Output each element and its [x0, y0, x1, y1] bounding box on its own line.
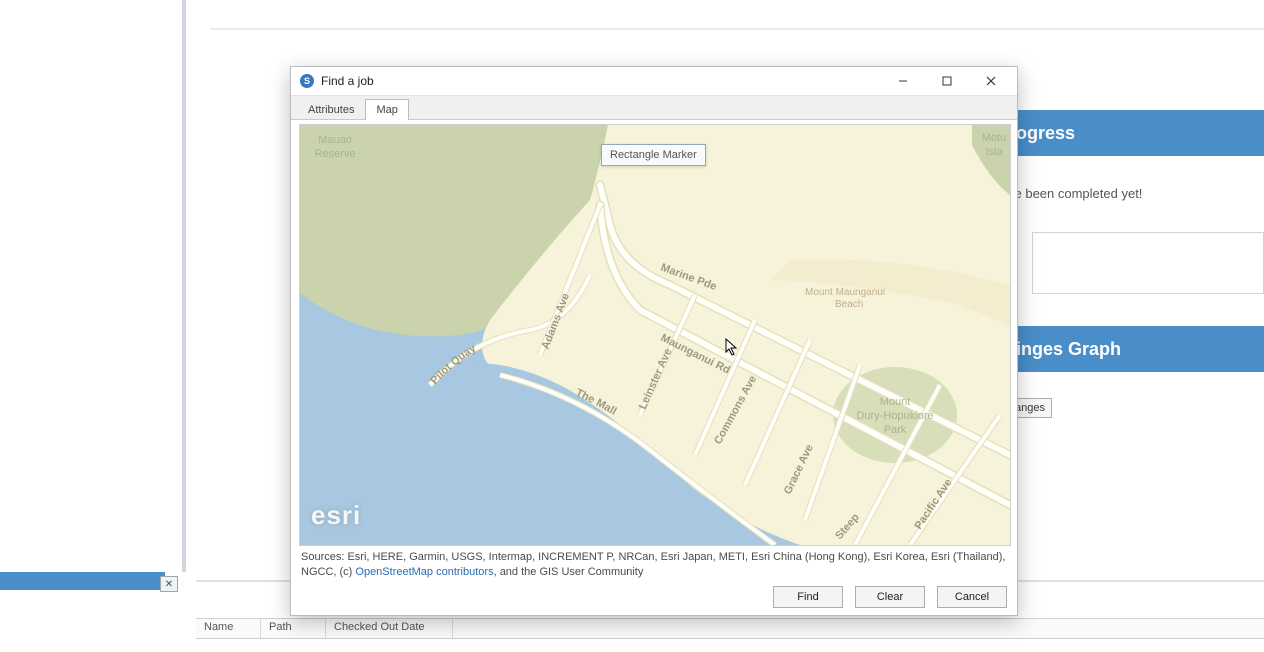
- titlebar[interactable]: S Find a job: [291, 67, 1017, 95]
- map-attribution: Sources: Esri, HERE, Garmin, USGS, Inter…: [299, 546, 1009, 580]
- maximize-button[interactable]: [925, 67, 969, 95]
- tab-map[interactable]: Map: [365, 99, 408, 120]
- svg-text:S: S: [304, 76, 310, 86]
- cancel-button[interactable]: Cancel: [937, 586, 1007, 608]
- map-tooltip: Rectangle Marker: [601, 144, 706, 166]
- minimize-button[interactable]: [881, 67, 925, 95]
- col-name[interactable]: Name: [196, 619, 261, 638]
- map-canvas[interactable]: Pilot Quay Adams Ave Marine Pde The Mall…: [299, 124, 1011, 546]
- attrib-osm-link[interactable]: OpenStreetMap contributors: [355, 566, 493, 578]
- clear-button[interactable]: Clear: [855, 586, 925, 608]
- col-path[interactable]: Path: [261, 619, 326, 638]
- dialog-title: Find a job: [321, 74, 374, 88]
- map-area[interactable]: Pilot Quay Adams Ave Marine Pde The Mall…: [299, 124, 1009, 580]
- progress-status-text: ve been completed yet!: [1008, 186, 1264, 201]
- park-label-1: Mount: [880, 396, 911, 408]
- table-header-row: Name Path Checked Out Date: [196, 618, 1264, 639]
- col-checked-out[interactable]: Checked Out Date: [326, 619, 453, 638]
- left-panel-header: [0, 572, 165, 590]
- dialog-buttonbar: Find Clear Cancel: [291, 579, 1017, 615]
- progress-box: [1032, 232, 1264, 294]
- find-job-dialog: S Find a job Attributes Map: [290, 66, 1018, 616]
- tab-strip: Attributes Map: [291, 95, 1017, 120]
- park-label-2: Dury-Hopukiore: [856, 410, 933, 422]
- beach-label-2: Beach: [835, 299, 863, 310]
- progress-header: ogress: [1008, 110, 1264, 156]
- reserve-label-1: Mauao: [318, 134, 352, 146]
- find-button[interactable]: Find: [773, 586, 843, 608]
- beach-label-1: Mount Maunganui: [805, 287, 885, 298]
- esri-logo: esri: [311, 500, 361, 531]
- island-label-2: Isla: [985, 146, 1003, 158]
- island-label-1: Motu: [982, 132, 1006, 144]
- left-panel: [0, 0, 186, 572]
- park-label-3: Park: [884, 424, 907, 436]
- app-icon: S: [299, 73, 315, 89]
- reserve-label-2: Reserve: [315, 148, 356, 160]
- changes-header: inges Graph: [1008, 326, 1264, 372]
- left-panel-close-icon[interactable]: ✕: [160, 576, 178, 592]
- top-divider: [210, 28, 1264, 30]
- tab-attributes[interactable]: Attributes: [297, 99, 365, 120]
- attrib-suffix: , and the GIS User Community: [494, 566, 644, 578]
- close-button[interactable]: [969, 67, 1013, 95]
